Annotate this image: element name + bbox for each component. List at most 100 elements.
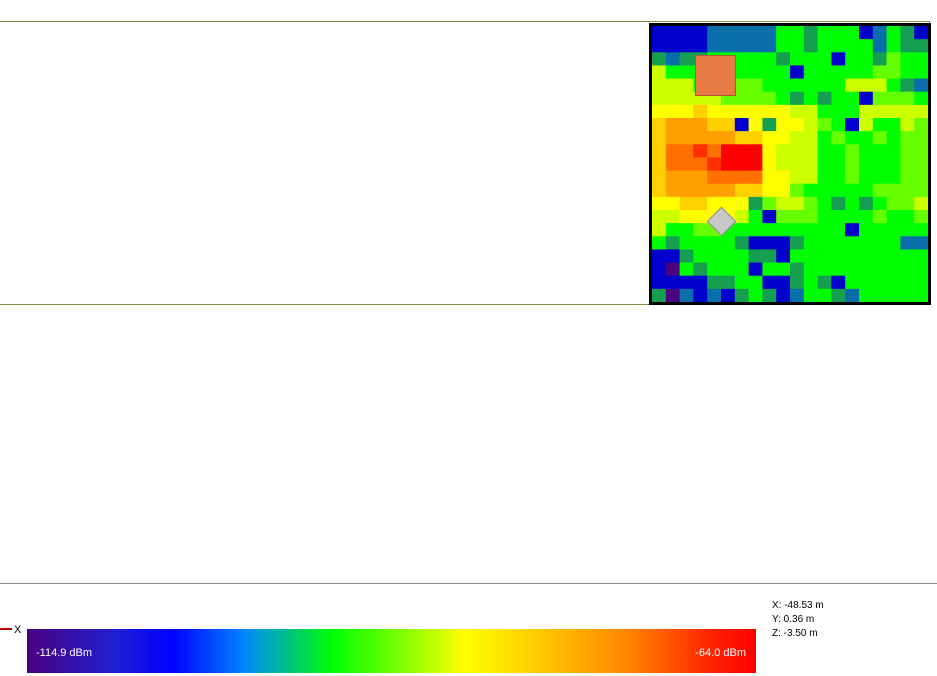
heatmap-cell	[762, 26, 777, 40]
heatmap-cell	[859, 236, 874, 250]
heatmap-cell	[665, 249, 680, 263]
heatmap-cell	[665, 144, 680, 158]
heatmap-cell	[652, 144, 667, 158]
heatmap-cell	[817, 210, 832, 224]
heatmap-cell	[790, 131, 805, 145]
heatmap-cell	[790, 249, 805, 263]
heatmap-cell	[748, 183, 763, 198]
heatmap-cell	[762, 183, 777, 198]
heatmap-cell	[762, 65, 777, 79]
heatmap-cell	[872, 104, 887, 119]
heatmap-cell	[845, 288, 860, 302]
heatmap-cell	[831, 91, 846, 106]
coverage-heatmap[interactable]	[649, 23, 931, 305]
heatmap-cell	[679, 65, 694, 79]
heatmap-cell	[790, 236, 805, 250]
heatmap-cell	[707, 196, 722, 211]
heatmap-cell	[872, 26, 887, 40]
heatmap-cell	[817, 183, 832, 198]
heatmap-cell	[886, 52, 901, 66]
colorbar-max-label: -64.0 dBm	[695, 647, 746, 659]
x-axis-label: X	[14, 624, 22, 636]
heatmap-cell	[803, 78, 818, 93]
heatmap-cell	[886, 288, 901, 302]
heatmap-cell	[721, 26, 736, 40]
heatmap-cell	[721, 249, 736, 263]
heatmap-cell	[652, 196, 667, 211]
heatmap-cell	[914, 210, 928, 224]
heatmap-cell	[886, 39, 901, 53]
heatmap-cell	[803, 144, 818, 158]
heatmap-cell	[707, 183, 722, 198]
heatmap-cell	[859, 39, 874, 53]
heatmap-cell	[859, 26, 874, 40]
heatmap-cell	[693, 210, 708, 224]
heatmap-cell	[803, 104, 818, 119]
heatmap-cell	[762, 262, 777, 277]
heatmap-cell	[776, 196, 791, 211]
heatmap-cell	[914, 144, 928, 158]
heatmap-cell	[693, 183, 708, 198]
heatmap-cell	[776, 131, 791, 145]
heatmap-cell	[762, 170, 777, 185]
heatmap-cell	[817, 288, 832, 302]
heatmap-cell	[886, 118, 901, 132]
heatmap-cell	[831, 210, 846, 224]
heatmap-cell	[886, 170, 901, 185]
heatmap-cell	[652, 288, 667, 302]
heatmap-cell	[872, 223, 887, 237]
heatmap-cell	[665, 118, 680, 132]
heatmap-cell	[914, 223, 928, 237]
heatmap-cell	[693, 170, 708, 185]
heatmap-cell	[679, 236, 694, 250]
heatmap-cell	[831, 78, 846, 93]
heatmap-cell	[693, 262, 708, 277]
heatmap-cell	[707, 118, 722, 132]
transmitter-marker[interactable]	[695, 55, 736, 96]
heatmap-cell	[900, 26, 915, 40]
heatmap-cell	[817, 26, 832, 40]
heatmap-cell	[845, 52, 860, 66]
heatmap-cell	[776, 288, 791, 302]
heatmap-cell	[803, 65, 818, 79]
heatmap-cell	[734, 210, 749, 224]
heatmap-cell	[665, 52, 680, 66]
heatmap-cell	[762, 104, 777, 119]
heatmap-cell	[776, 223, 791, 237]
heatmap-cell	[803, 262, 818, 277]
heatmap-cell	[679, 91, 694, 106]
heatmap-cell	[803, 118, 818, 132]
heatmap-cell	[900, 91, 915, 106]
heatmap-cell	[831, 249, 846, 263]
heatmap-cell	[734, 131, 749, 145]
heatmap-cell	[831, 183, 846, 198]
heatmap-cell	[914, 131, 928, 145]
heatmap-cell	[900, 288, 915, 302]
heatmap-cell	[665, 157, 680, 171]
heatmap-cell	[748, 91, 763, 106]
heatmap-cell	[665, 39, 680, 53]
heatmap-cell	[817, 144, 832, 158]
heatmap-cell	[707, 131, 722, 145]
heatmap-cell	[831, 26, 846, 40]
heatmap-cell	[748, 262, 763, 277]
heatmap-cell	[859, 183, 874, 198]
heatmap-cell	[817, 275, 832, 290]
heatmap-cell	[762, 78, 777, 93]
heatmap-cell	[665, 196, 680, 211]
heatmap-cell	[790, 262, 805, 277]
heatmap-cell	[679, 144, 694, 158]
heatmap-cell	[734, 249, 749, 263]
heatmap-cell	[748, 170, 763, 185]
heatmap-cell	[734, 26, 749, 40]
heatmap-cell	[652, 52, 667, 66]
heatmap-cell	[721, 183, 736, 198]
heatmap-cell	[914, 104, 928, 119]
heatmap-cell	[748, 157, 763, 171]
heatmap-cell	[693, 104, 708, 119]
heatmap-cell	[872, 262, 887, 277]
heatmap-cell	[845, 210, 860, 224]
heatmap-cell	[872, 249, 887, 263]
heatmap-cell	[748, 249, 763, 263]
heatmap-cell	[776, 249, 791, 263]
